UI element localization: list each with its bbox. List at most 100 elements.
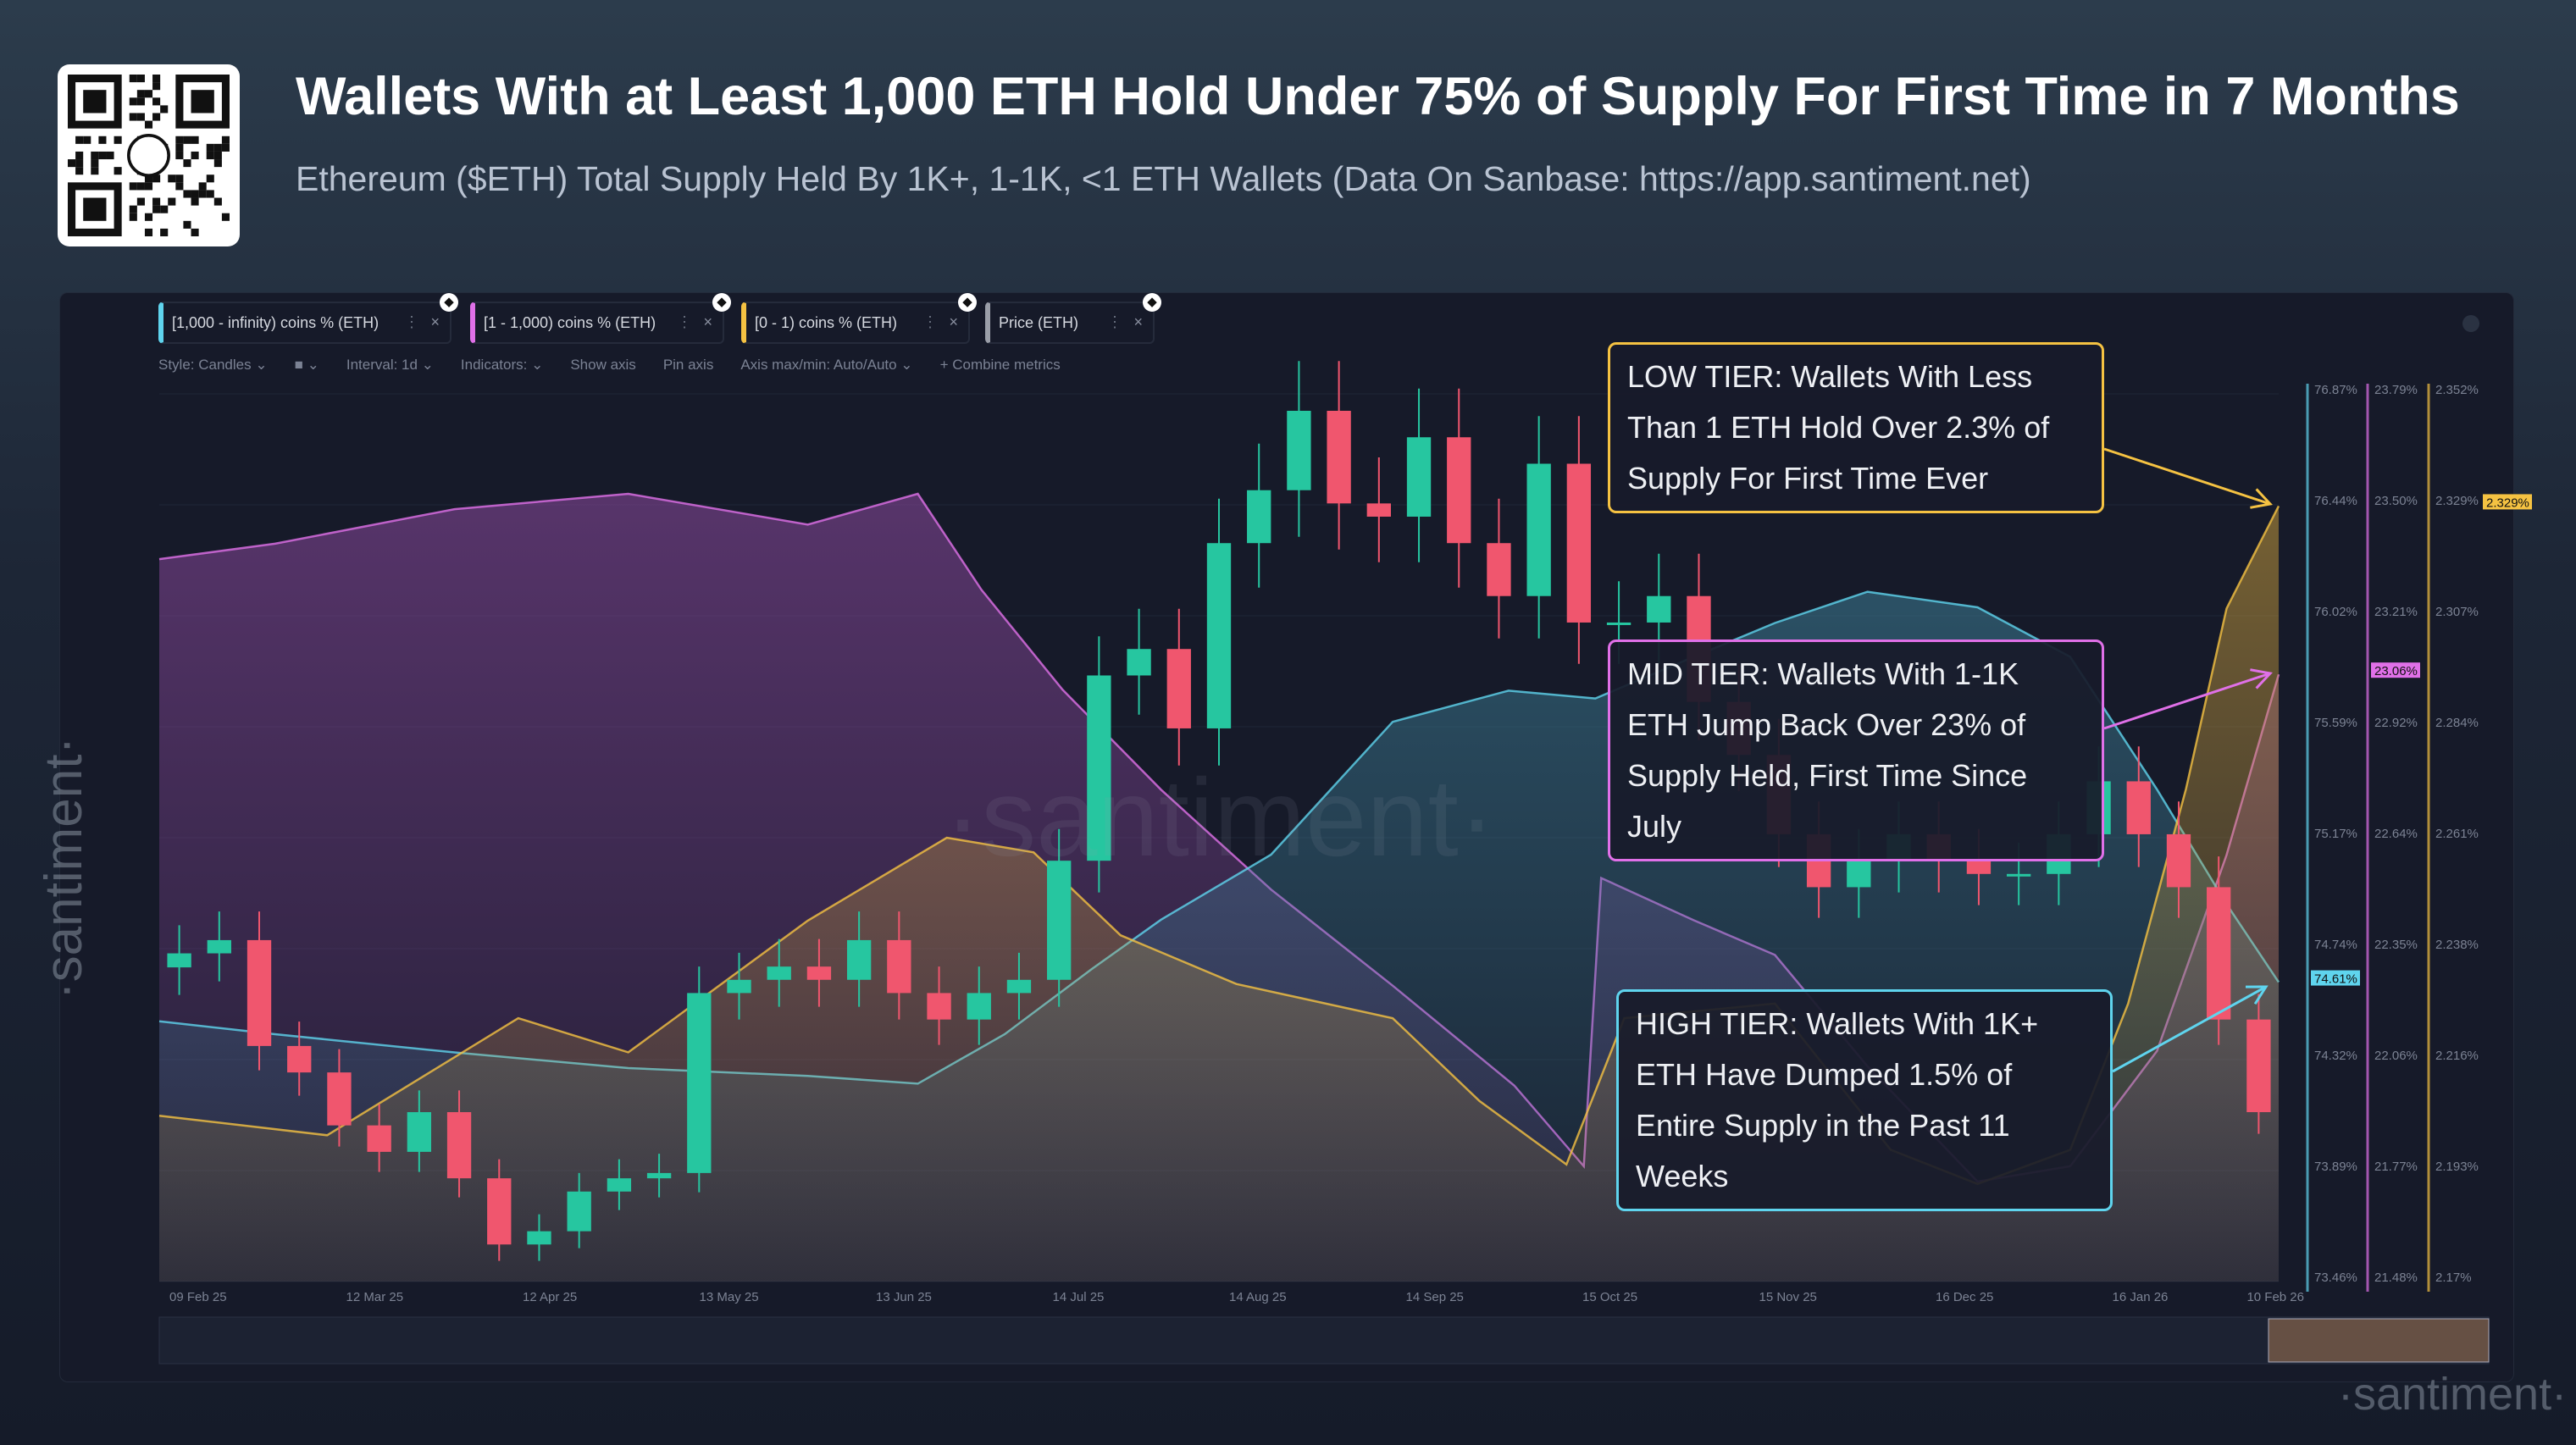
more-icon[interactable]: ⋮ <box>1107 313 1122 330</box>
x-tick-label: 14 Sep 25 <box>1406 1290 1464 1304</box>
close-icon[interactable]: × <box>703 313 712 330</box>
last-value-badge <box>2483 494 2532 510</box>
price-candle <box>287 1045 312 1073</box>
page-title: Wallets With at Least 1,000 ETH Hold Und… <box>296 67 2460 126</box>
y-tick-label: 23.50% <box>2374 494 2418 508</box>
price-candle <box>1366 503 1391 517</box>
x-tick-label: 14 Aug 25 <box>1229 1290 1287 1304</box>
metric-tab-1-1k[interactable]: [1 - 1,000) coins % (ETH) ⋮ × ◆ <box>470 293 731 344</box>
y-tick-label: 74.74% <box>2314 938 2357 952</box>
price-candle <box>727 979 751 994</box>
qr-code-image <box>68 75 230 236</box>
annotation-mid-tier: MID TIER: Wallets With 1-1K ETH Jump Bac… <box>1608 639 2104 861</box>
price-candle <box>687 993 712 1173</box>
tab-label: [1,000 - infinity) coins % (ETH) <box>172 314 379 331</box>
show-axis-toggle[interactable]: Show axis <box>570 357 636 373</box>
price-candle <box>646 1172 672 1179</box>
price-candle <box>1487 543 1511 596</box>
y-tick-label: 76.87% <box>2314 383 2357 397</box>
tab-label: [1 - 1,000) coins % (ETH) <box>484 314 656 331</box>
price-candle <box>527 1231 551 1245</box>
metric-tab-0-1[interactable]: [0 - 1) coins % (ETH) ⋮ × ◆ <box>741 293 977 344</box>
y-tick-label: 22.35% <box>2374 938 2418 952</box>
x-tick-label: 12 Apr 25 <box>523 1290 577 1304</box>
combine-metrics-button[interactable]: + Combine metrics <box>939 357 1061 373</box>
y-tick-label: 21.48% <box>2374 1271 2418 1285</box>
price-candle <box>1647 595 1671 623</box>
pin-axis-toggle[interactable]: Pin axis <box>662 357 714 373</box>
price-candle <box>846 939 872 980</box>
eth-icon: ◆ <box>958 293 977 312</box>
indicators-dropdown[interactable]: Indicators: ⌄ <box>460 357 544 373</box>
price-candle <box>1966 861 1992 874</box>
more-icon[interactable]: ⋮ <box>404 313 419 330</box>
arrow-head-icon <box>2245 985 2269 1005</box>
y-tick-label: 2.307% <box>2435 605 2479 619</box>
more-icon[interactable]: ⋮ <box>922 313 938 330</box>
x-tick-label: 15 Nov 25 <box>1759 1290 1817 1304</box>
price-candle <box>2207 887 2231 1020</box>
close-icon[interactable]: × <box>430 313 440 330</box>
y-tick-label: 74.32% <box>2314 1049 2357 1063</box>
y-tick-label: 73.46% <box>2314 1271 2357 1285</box>
metric-tab-1k-plus[interactable]: [1,000 - infinity) coins % (ETH) ⋮ × ◆ <box>158 293 458 344</box>
price-candle <box>2246 1019 2271 1113</box>
y-tick-label: 2.216% <box>2435 1049 2479 1063</box>
navigator-handle[interactable] <box>2268 1318 2490 1363</box>
price-candle <box>1247 490 1271 544</box>
qr-code <box>58 64 240 246</box>
close-icon[interactable]: × <box>1133 313 1143 330</box>
price-candle <box>2126 781 2151 834</box>
y-tick-label: 2.238% <box>2435 938 2479 952</box>
eth-icon: ◆ <box>712 293 731 312</box>
price-candle <box>1606 622 1631 625</box>
settings-dot-icon[interactable] <box>2462 315 2479 332</box>
price-candle <box>1087 675 1111 861</box>
y-tick-label: 76.02% <box>2314 605 2357 619</box>
navigator-scrollbar[interactable] <box>158 1316 2490 1365</box>
color-dropdown[interactable]: ■ ⌄ <box>294 357 319 373</box>
last-value-label: 23.06% <box>2374 664 2418 678</box>
x-tick-label: 16 Jan 26 <box>2113 1290 2169 1304</box>
page-subtitle: Ethereum ($ETH) Total Supply Held By 1K+… <box>296 159 2031 198</box>
price-candle <box>1566 463 1592 623</box>
arrow-head-icon <box>2250 488 2273 509</box>
close-icon[interactable]: × <box>949 313 958 330</box>
x-tick-label: 10 Feb 26 <box>2246 1290 2304 1304</box>
y-tick-label: 23.21% <box>2374 605 2418 619</box>
y-tick-label: 75.59% <box>2314 716 2357 730</box>
price-candle <box>1166 649 1191 728</box>
last-value-label: 74.61% <box>2314 972 2357 987</box>
style-dropdown[interactable]: Style: Candles ⌄ <box>158 357 268 373</box>
metric-tab-price[interactable]: Price (ETH) ⋮ × ◆ <box>985 293 1161 344</box>
price-candle <box>967 993 991 1020</box>
tab-label: [0 - 1) coins % (ETH) <box>755 314 898 331</box>
eth-icon: ◆ <box>1143 293 1161 312</box>
price-candle <box>806 966 832 980</box>
annotation-arrow <box>2103 447 2271 506</box>
y-tick-label: 2.352% <box>2435 383 2479 397</box>
tab-label: Price (ETH) <box>999 314 1078 331</box>
x-tick-label: 14 Jul 25 <box>1053 1290 1105 1304</box>
annotation-low-tier: LOW TIER: Wallets With Less Than 1 ETH H… <box>1608 342 2104 513</box>
x-tick-label: 09 Feb 25 <box>169 1290 227 1304</box>
more-icon[interactable]: ⋮ <box>677 313 692 330</box>
axis-maxmin-dropdown[interactable]: Axis max/min: Auto/Auto ⌄ <box>740 357 913 373</box>
price-candle <box>887 939 911 994</box>
price-candle <box>207 939 231 954</box>
price-candle <box>247 939 272 1046</box>
price-candle <box>407 1112 432 1152</box>
y-tick-label: 22.92% <box>2374 716 2418 730</box>
x-tick-label: 15 Oct 25 <box>1582 1290 1637 1304</box>
y-tick-label: 21.77% <box>2374 1160 2418 1174</box>
price-candle <box>1447 437 1471 544</box>
y-tick-label: 75.17% <box>2314 827 2357 841</box>
x-tick-label: 16 Dec 25 <box>1936 1290 1993 1304</box>
annotation-high-tier: HIGH TIER: Wallets With 1K+ ETH Have Dum… <box>1616 989 2113 1211</box>
interval-dropdown[interactable]: Interval: 1d ⌄ <box>346 357 434 373</box>
eth-icon: ◆ <box>440 293 458 312</box>
y-tick-label: 23.79% <box>2374 383 2418 397</box>
last-value-badge <box>2311 970 2360 986</box>
price-candle <box>327 1072 352 1126</box>
